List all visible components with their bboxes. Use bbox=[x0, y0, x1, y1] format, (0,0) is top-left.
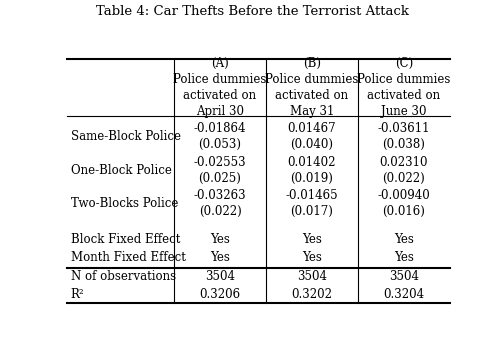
Text: N of observations: N of observations bbox=[71, 270, 176, 283]
Text: Same-Block Police: Same-Block Police bbox=[71, 130, 181, 143]
Text: Yes: Yes bbox=[394, 251, 414, 264]
Text: -0.03611
(0.038): -0.03611 (0.038) bbox=[377, 122, 430, 151]
Text: 3504: 3504 bbox=[297, 270, 327, 283]
Text: Table 4: Car Thefts Before the Terrorist Attack: Table 4: Car Thefts Before the Terrorist… bbox=[95, 5, 409, 18]
Text: -0.01864
(0.053): -0.01864 (0.053) bbox=[194, 122, 246, 151]
Text: 3504: 3504 bbox=[389, 270, 419, 283]
Text: 0.3204: 0.3204 bbox=[383, 288, 424, 302]
Text: Month Fixed Effect: Month Fixed Effect bbox=[71, 251, 185, 264]
Text: 0.01402
(0.019): 0.01402 (0.019) bbox=[288, 156, 336, 185]
Text: 0.01467
(0.040): 0.01467 (0.040) bbox=[288, 122, 336, 151]
Text: Yes: Yes bbox=[302, 251, 322, 264]
Text: 0.02310
(0.022): 0.02310 (0.022) bbox=[380, 156, 428, 185]
Text: (B)
Police dummies
activated on
May 31: (B) Police dummies activated on May 31 bbox=[265, 57, 358, 118]
Text: Yes: Yes bbox=[302, 233, 322, 246]
Text: -0.01465
(0.017): -0.01465 (0.017) bbox=[286, 189, 338, 218]
Text: (C)
Police dummies
activated on
June 30: (C) Police dummies activated on June 30 bbox=[357, 57, 451, 118]
Text: Yes: Yes bbox=[394, 233, 414, 246]
Text: Yes: Yes bbox=[210, 233, 230, 246]
Text: -0.00940
(0.016): -0.00940 (0.016) bbox=[377, 189, 430, 218]
Text: Two-Blocks Police: Two-Blocks Police bbox=[71, 197, 178, 210]
Text: 0.3202: 0.3202 bbox=[291, 288, 333, 302]
Text: -0.02553
(0.025): -0.02553 (0.025) bbox=[194, 156, 246, 185]
Text: R²: R² bbox=[71, 288, 85, 302]
Text: 0.3206: 0.3206 bbox=[200, 288, 240, 302]
Text: -0.03263
(0.022): -0.03263 (0.022) bbox=[194, 189, 246, 218]
Text: One-Block Police: One-Block Police bbox=[71, 164, 172, 177]
Text: Block Fixed Effect: Block Fixed Effect bbox=[71, 233, 180, 246]
Text: (A)
Police dummies
activated on
April 30: (A) Police dummies activated on April 30 bbox=[173, 57, 267, 118]
Text: 3504: 3504 bbox=[205, 270, 235, 283]
Text: Yes: Yes bbox=[210, 251, 230, 264]
